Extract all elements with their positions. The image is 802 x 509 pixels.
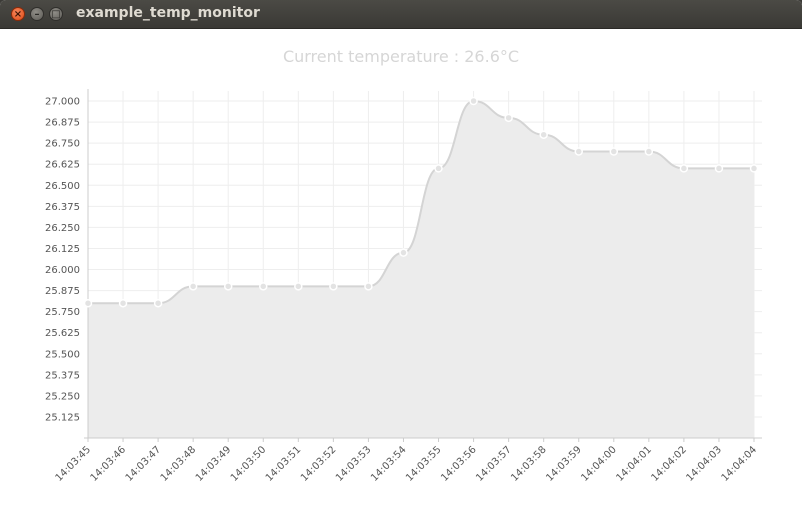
temperature-chart: 27.000 26.875 26.750 26.625 26.500 26.375 26.2… (45, 89, 762, 484)
y-tick-label: 25.125 (45, 412, 80, 423)
data-point (223, 282, 233, 291)
x-tick-label: 14:03:46 (89, 444, 129, 484)
y-tick-label: 26.875 (45, 118, 80, 129)
chart-area: Current temperature : 26.6°C 27.000 26.87… (0, 29, 802, 509)
minimize-icon[interactable]: – (30, 7, 44, 21)
data-point (188, 282, 198, 291)
data-point (294, 282, 303, 291)
data-point (609, 147, 619, 156)
y-tick-label: 26.625 (45, 160, 80, 171)
y-tick-label: 26.375 (45, 202, 80, 213)
y-tick-label: 26.000 (45, 265, 80, 276)
y-tick-label: 26.750 (45, 139, 80, 150)
x-tick-label: 14:03:49 (194, 444, 234, 484)
x-tick-label: 14:03:57 (474, 444, 514, 484)
y-tick-label: 25.375 (45, 370, 80, 381)
x-tick-label: 14:04:00 (579, 444, 619, 484)
window-title: example_temp_monitor (76, 5, 260, 21)
y-tick-label: 26.250 (45, 223, 80, 234)
x-tick-label: 14:03:48 (159, 444, 199, 484)
x-tick-label: 14:03:52 (299, 444, 339, 484)
maximize-icon[interactable]: □ (49, 7, 63, 21)
y-tick-label: 25.625 (45, 328, 80, 339)
data-point (749, 164, 759, 173)
chart-title: Current temperature : 26.6°C (282, 47, 520, 66)
x-tick-label: 14:04:04 (720, 444, 760, 484)
y-tick-label: 25.875 (45, 286, 80, 297)
x-tick-label: 14:04:01 (614, 444, 654, 484)
data-point (83, 298, 93, 308)
y-tick-label: 25.750 (45, 307, 80, 318)
data-point (364, 282, 373, 291)
data-point (329, 282, 338, 291)
x-tick-label: 14:03:59 (544, 444, 584, 484)
x-tick-label: 14:03:58 (509, 444, 549, 484)
y-tick-label: 25.250 (45, 391, 80, 402)
x-tick-label: 14:03:47 (124, 444, 164, 484)
y-tick-label: 27.000 (45, 97, 80, 108)
x-tick-label: 14:04:02 (649, 444, 689, 484)
y-tick-label: 26.125 (45, 244, 80, 255)
x-tick-label: 14:03:56 (439, 444, 479, 484)
temperature-line (88, 99, 754, 305)
data-point (679, 164, 689, 173)
data-point (118, 298, 128, 308)
data-point (259, 282, 268, 291)
y-tick-label: 25.500 (45, 349, 80, 360)
x-tick-label: 14:03:55 (404, 444, 444, 484)
x-axis-ticks: 14:03:4514:03:4614:03:4714:03:4814:03:49… (54, 444, 760, 484)
title-bar[interactable]: × – □ example_temp_monitor (0, 0, 802, 29)
data-point (469, 96, 478, 106)
data-point (399, 248, 408, 257)
close-icon[interactable]: × (11, 7, 25, 21)
x-tick-label: 14:03:51 (264, 444, 304, 484)
x-tick-label: 14:04:03 (685, 444, 725, 484)
data-point (714, 164, 724, 173)
x-tick-label: 14:03:53 (334, 444, 374, 484)
x-tick-label: 14:03:45 (54, 444, 94, 484)
x-tick-label: 14:03:54 (369, 444, 409, 484)
axes (84, 89, 762, 442)
data-point (574, 147, 583, 156)
data-points (83, 96, 759, 308)
y-axis-ticks: 27.000 26.875 26.750 26.625 26.500 26.375 26.2… (45, 97, 80, 424)
data-point (153, 298, 163, 308)
x-tick-label: 14:03:50 (229, 444, 269, 484)
data-point (504, 113, 513, 123)
temperature-area-fill (88, 101, 754, 438)
y-tick-label: 26.500 (45, 181, 80, 192)
data-point (434, 164, 443, 173)
data-point (644, 147, 654, 156)
data-point (539, 130, 548, 139)
